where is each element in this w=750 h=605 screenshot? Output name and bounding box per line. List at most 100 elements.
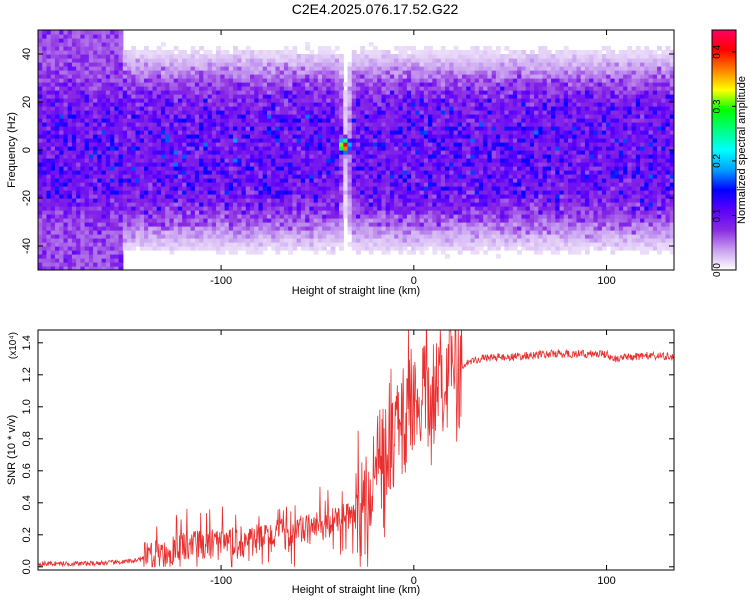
heatmap-cell (38, 138, 43, 143)
heatmap-cell (169, 250, 175, 255)
heatmap-cell (101, 66, 107, 71)
heatmap-cell (54, 70, 60, 75)
heatmap-cell (139, 110, 145, 115)
heatmap-cell (67, 142, 73, 147)
heatmap-cell (50, 194, 56, 199)
heatmap-cell (211, 222, 217, 227)
heatmap-cell (182, 174, 187, 179)
heatmap-cell (258, 190, 264, 195)
heatmap-cell (169, 74, 175, 79)
heatmap-cell (419, 82, 425, 87)
heatmap-cell (207, 70, 213, 75)
heatmap-cell (156, 46, 162, 51)
heatmap-cell (411, 194, 416, 199)
heatmap-cell (114, 218, 120, 223)
heatmap-cell (288, 126, 293, 131)
heatmap-cell (156, 234, 162, 239)
heatmap-cell (360, 218, 366, 223)
heatmap-cell (38, 146, 43, 151)
heatmap-cell (428, 190, 433, 195)
heatmap-cell (50, 38, 56, 43)
heatmap-cell (245, 198, 251, 203)
heatmap-cell (80, 206, 86, 211)
heatmap-cell (347, 210, 353, 215)
heatmap-cell (275, 242, 281, 247)
heatmap-cell (224, 118, 230, 123)
heatmap-cell (224, 194, 230, 199)
heatmap-cell (237, 234, 243, 239)
heatmap-cell (105, 250, 111, 255)
heatmap-cell (203, 70, 209, 75)
heatmap-cell (283, 134, 289, 139)
heatmap-cell (351, 58, 357, 63)
heatmap-cell (177, 122, 183, 127)
heatmap-cell (71, 110, 77, 115)
heatmap-cell (275, 130, 281, 135)
heatmap-cell (127, 198, 132, 203)
heatmap-cell (330, 106, 336, 111)
heatmap-cell (254, 170, 260, 175)
heatmap-cell (406, 62, 412, 67)
heatmap-cell (105, 198, 111, 203)
heatmap-cell (339, 106, 344, 111)
heatmap-cell (343, 186, 349, 191)
heatmap-cell (275, 210, 281, 215)
heatmap-cell (105, 62, 111, 67)
heatmap-cell (186, 70, 192, 75)
heatmap-cell (216, 150, 221, 155)
heatmap-cell (406, 222, 412, 227)
heatmap-cell (423, 214, 429, 219)
heatmap-cell (127, 210, 132, 215)
heatmap-cell (177, 170, 183, 175)
heatmap-cell (50, 54, 56, 59)
heatmap-cell (169, 78, 175, 83)
heatmap-cell (88, 202, 94, 207)
heatmap-cell (415, 62, 421, 67)
heatmap-cell (224, 106, 230, 111)
heatmap-cell (389, 98, 395, 103)
heatmap-cell (118, 46, 124, 51)
heatmap-cell (118, 218, 124, 223)
heatmap-cell (279, 242, 285, 247)
heatmap-cell (194, 234, 200, 239)
heatmap-cell (54, 66, 60, 71)
heatmap-cell (300, 230, 306, 235)
heatmap-cell (241, 94, 247, 99)
heatmap-cell (131, 198, 137, 203)
heatmap-cell (313, 250, 319, 255)
heatmap-cell (389, 74, 395, 79)
heatmap-cell (339, 238, 344, 243)
heatmap-cell (152, 174, 158, 179)
heatmap-cell (262, 150, 268, 155)
heatmap-cell (46, 78, 52, 83)
heatmap-cell (262, 118, 268, 123)
heatmap-cell (296, 182, 302, 187)
heatmap-cell (224, 90, 230, 95)
heatmap-cell (381, 246, 387, 251)
heatmap-cell (38, 174, 43, 179)
heatmap-cell (275, 214, 281, 219)
heatmap-cell (356, 66, 361, 71)
heatmap-cell (296, 226, 302, 231)
heatmap-cell (266, 230, 272, 235)
heatmap-cell (292, 98, 298, 103)
heatmap-cell (207, 246, 213, 251)
heatmap-cell (194, 62, 200, 67)
heatmap-cell (339, 114, 344, 119)
heatmap-cell (254, 114, 260, 119)
heatmap-cell (101, 142, 107, 147)
heatmap-cell (406, 162, 412, 167)
heatmap-cell (339, 214, 344, 219)
heatmap-cell (292, 234, 298, 239)
heatmap-cell (211, 230, 217, 235)
heatmap-cell (283, 186, 289, 191)
heatmap-cell (216, 66, 221, 71)
heatmap-cell (233, 134, 238, 139)
heatmap-cell (398, 174, 404, 179)
heatmap-cell (322, 82, 327, 87)
heatmap-cell (266, 102, 272, 107)
heatmap-cell (84, 46, 90, 51)
heatmap-cell (63, 242, 69, 247)
heatmap-cell (330, 78, 336, 83)
heatmap-cell (165, 150, 171, 155)
